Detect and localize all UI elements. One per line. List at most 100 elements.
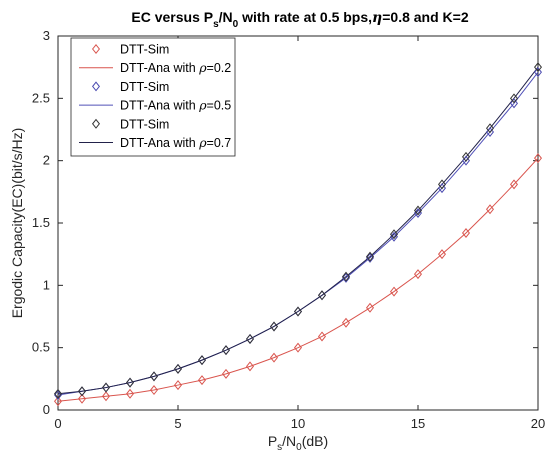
legend: DTT-Sim DTT-Ana with ρ=0.2 DTT-Sim DTT-Ana …	[70, 37, 236, 157]
legend-marker	[91, 43, 101, 55]
legend-entry: DTT-Sim	[91, 80, 169, 94]
data-point	[125, 377, 135, 388]
data-point	[485, 204, 495, 215]
title-part-3: with rate at 0.5 bps,	[238, 9, 372, 25]
data-point	[509, 93, 519, 104]
y-tick-label: 3	[43, 28, 50, 43]
y-tick-label: 2.5	[32, 90, 50, 105]
data-point	[245, 361, 255, 372]
data-point	[533, 153, 543, 164]
y-tick-label: 1.5	[32, 215, 50, 230]
data-point	[461, 151, 471, 162]
data-point	[53, 396, 63, 407]
y-tick-label: 1	[43, 277, 50, 292]
series-lines	[57, 66, 539, 402]
data-point	[221, 345, 231, 356]
data-point	[197, 355, 207, 366]
data-point	[197, 375, 207, 386]
data-point	[293, 342, 303, 353]
legend-box	[70, 37, 236, 157]
data-point	[533, 62, 543, 73]
data-point	[293, 306, 303, 317]
y-axis-label: Ergodic Capacity(EC)(bit/s/Hz)	[9, 128, 25, 319]
data-point	[317, 331, 327, 342]
x-tick-label: 10	[291, 416, 305, 431]
legend-label: DTT-Sim	[120, 80, 169, 94]
data-point	[221, 368, 231, 379]
title-sub-s: s	[213, 19, 219, 30]
data-point	[341, 272, 351, 283]
legend-label: DTT-Sim	[120, 117, 169, 131]
xlabel-sub-0: 0	[296, 442, 302, 453]
title-part-2: /N	[219, 9, 233, 25]
data-point	[149, 371, 159, 382]
data-point	[437, 249, 447, 260]
chart-title: EC versus Ps/N0 with rate at 0.5 bps,η=0…	[131, 9, 468, 30]
x-tick-label: 20	[531, 416, 545, 431]
data-point	[389, 286, 399, 297]
x-tick-label: 5	[174, 416, 181, 431]
data-point	[533, 67, 543, 78]
legend-label: DTT-Sim	[120, 43, 169, 57]
data-point	[245, 333, 255, 344]
series-markers	[53, 62, 543, 407]
x-tick-label: 0	[54, 416, 61, 431]
data-point	[509, 98, 519, 109]
data-point	[269, 321, 279, 332]
title-part-4: =0.8 and K=2	[382, 9, 469, 25]
data-point	[53, 388, 63, 399]
data-point	[413, 269, 423, 280]
legend-entry: DTT-Sim	[91, 43, 169, 57]
y-tick-label: 2	[43, 153, 50, 168]
x-axis-label: Ps/N0(dB)	[268, 433, 328, 453]
xlabel-sub-s: s	[277, 442, 282, 453]
data-point	[77, 386, 87, 397]
data-point	[269, 352, 279, 363]
data-point	[77, 393, 87, 404]
data-point	[101, 391, 111, 402]
data-point	[437, 183, 447, 194]
data-point	[101, 382, 111, 393]
data-point	[341, 317, 351, 328]
data-point	[389, 229, 399, 240]
data-point	[173, 363, 183, 374]
y-tick-label: 0	[43, 402, 50, 417]
data-point	[413, 205, 423, 216]
data-point	[461, 155, 471, 166]
title-part-1: EC versus P	[131, 9, 213, 25]
series-line-5	[57, 66, 539, 395]
legend-marker	[91, 118, 101, 129]
xlabel-p: P	[268, 433, 277, 449]
xlabel-n: /N	[282, 433, 296, 449]
series-line-1	[57, 157, 539, 402]
data-point	[173, 380, 183, 391]
legend-entry: DTT-Ana with ρ=0.5	[79, 98, 231, 113]
data-point	[317, 290, 327, 301]
y-tick-label: 0.5	[32, 340, 50, 355]
data-point	[125, 388, 135, 399]
data-point	[53, 390, 63, 401]
title-eta: η	[372, 10, 382, 26]
data-point	[485, 123, 495, 134]
x-tick-label: 15	[411, 416, 425, 431]
axis-ticks: 0 5 10 15 20 0 0.5 1 1.5 2 2.5 3	[32, 28, 545, 431]
data-point	[461, 227, 471, 238]
legend-entry: DTT-Sim	[91, 117, 169, 131]
legend-marker	[91, 81, 101, 92]
title-sub-0: 0	[233, 19, 239, 30]
legend-entry: DTT-Ana with ρ=0.7	[79, 135, 231, 150]
legend-label: DTT-Ana with ρ=0.7	[120, 135, 231, 150]
data-point	[437, 179, 447, 190]
legend-entry: DTT-Ana with ρ=0.2	[79, 60, 231, 75]
legend-label: DTT-Ana with ρ=0.2	[120, 60, 231, 75]
xlabel-unit: (dB)	[302, 433, 328, 449]
data-point	[365, 302, 375, 313]
data-point	[485, 126, 495, 137]
data-point	[365, 251, 375, 262]
data-point	[149, 385, 159, 396]
data-point	[509, 179, 519, 190]
data-point	[341, 271, 351, 282]
legend-label: DTT-Ana with ρ=0.5	[120, 98, 231, 113]
